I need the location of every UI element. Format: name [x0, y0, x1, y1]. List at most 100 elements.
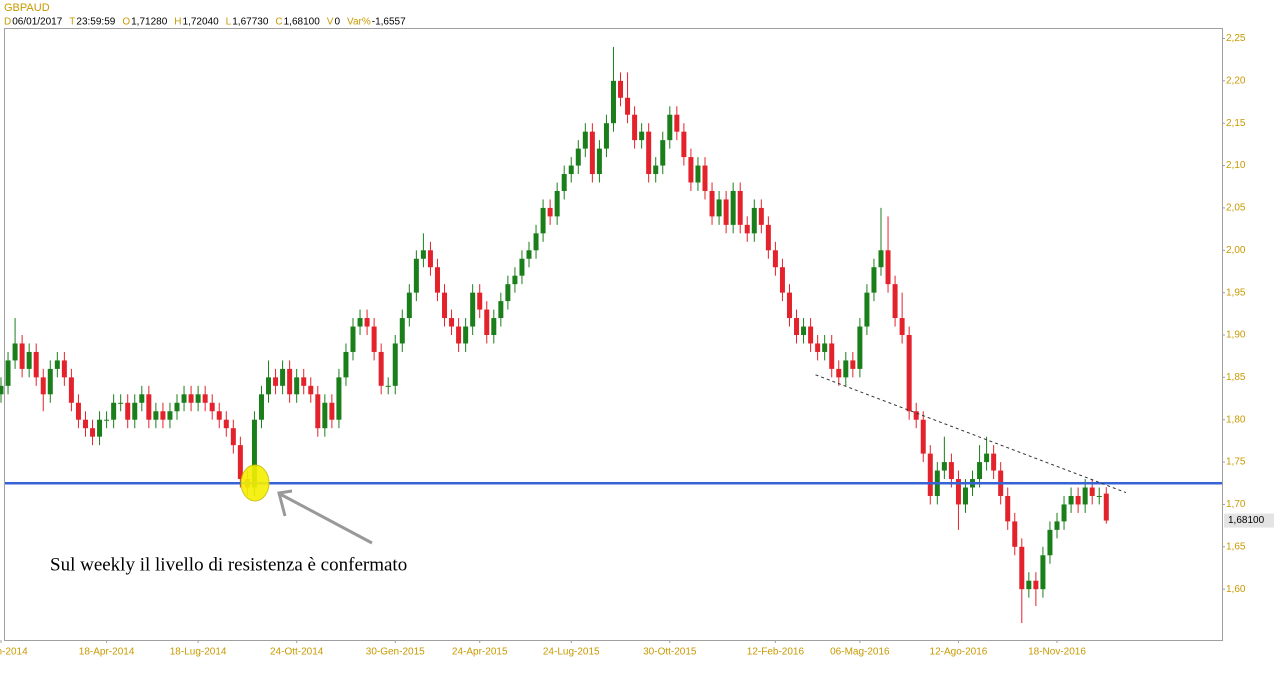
candle-body — [639, 131, 645, 141]
candle-body — [434, 267, 440, 293]
candle-body — [442, 292, 448, 319]
candle-body — [779, 267, 785, 293]
candle-body — [90, 428, 96, 437]
candle-body — [470, 292, 476, 327]
candle-body — [1075, 495, 1081, 505]
info-value: 0 — [334, 17, 340, 28]
y-tick-label: 1,60 — [1226, 584, 1246, 595]
x-tick-label: 06-Mag-2016 — [830, 647, 890, 658]
candle-body — [19, 343, 25, 369]
candle-body — [962, 487, 968, 505]
info-value: 1,68100 — [284, 17, 321, 28]
candle-body — [660, 140, 666, 166]
candle-body — [1047, 529, 1053, 556]
candle-body — [765, 224, 771, 251]
candle-body — [378, 351, 384, 386]
candle-body — [357, 318, 363, 327]
candle-body — [836, 368, 842, 378]
candle-body — [68, 377, 74, 403]
candle-body — [955, 479, 961, 505]
candle-body — [371, 326, 377, 352]
candle-body — [920, 419, 926, 454]
candle-body — [702, 165, 708, 191]
candle-body — [948, 462, 954, 480]
info-value: 1,67730 — [232, 17, 269, 28]
last-price-label: 1,68100 — [1228, 515, 1265, 526]
candle-body — [153, 411, 159, 420]
y-tick-label: 1,80 — [1226, 414, 1246, 425]
candle-body — [1068, 495, 1074, 505]
last-price-box — [1224, 513, 1274, 528]
candle-body — [751, 207, 757, 234]
annotation: Sul weekly il livello di resistenza è co… — [50, 554, 407, 575]
candle-body — [82, 419, 88, 429]
candle-body — [603, 123, 609, 149]
candle-body — [223, 419, 229, 429]
info-bar: D 06/01/2017 T 23:59:59 O 1,71280 H 1,72040 L 1,6… — [4, 17, 406, 28]
x-tick-label: 4-Gen-2014 — [0, 647, 28, 658]
candle-body — [146, 394, 152, 420]
candle-body — [350, 326, 356, 352]
candle-body — [512, 275, 518, 285]
candle-body — [815, 343, 821, 352]
candle-body — [1005, 495, 1011, 522]
candle-body — [287, 368, 293, 395]
x-tick-label: 12-Ago-2016 — [930, 647, 988, 658]
candle-body — [413, 258, 419, 293]
candle-body — [864, 292, 870, 327]
candle-body — [871, 267, 877, 293]
y-tick-label: 1,85 — [1226, 372, 1246, 383]
highlight-circle — [240, 464, 270, 502]
candle-body — [118, 402, 124, 404]
candle-body — [709, 190, 715, 217]
candle-body — [427, 250, 433, 268]
candle-body — [646, 131, 652, 175]
candle-body — [294, 377, 300, 395]
candle-body — [216, 411, 222, 420]
candle-body — [794, 318, 800, 335]
x-tick-label: 24-Apr-2015 — [452, 647, 508, 658]
candle-body — [730, 190, 736, 225]
candle-body — [209, 402, 215, 412]
candle-body — [406, 292, 412, 319]
candle-body — [301, 377, 307, 386]
candle-body — [420, 250, 426, 259]
candle-body — [850, 360, 856, 369]
candle-body — [786, 292, 792, 319]
x-tick-label: 18-Apr-2014 — [79, 647, 135, 658]
info-key: D — [4, 17, 11, 28]
candle-body — [610, 80, 616, 124]
candle-body — [449, 318, 455, 327]
candle-body — [1033, 580, 1039, 590]
candle-body — [33, 351, 39, 378]
y-tick-label: 2,10 — [1226, 160, 1246, 171]
candle-body — [132, 402, 138, 420]
candle-body — [188, 394, 194, 403]
candle-body — [40, 377, 46, 395]
candle-body — [1019, 546, 1025, 590]
y-tick-label: 2,05 — [1226, 203, 1246, 214]
candle-body — [237, 445, 243, 480]
arrow-head — [277, 489, 293, 517]
candle-body — [878, 250, 884, 268]
candle-body — [772, 250, 778, 268]
candle-body — [273, 377, 279, 386]
candle-body — [111, 402, 117, 420]
candle-body — [181, 394, 187, 403]
candle-body — [744, 224, 750, 234]
x-tick-label: 30-Ott-2015 — [643, 647, 697, 658]
y-tick-label: 1,65 — [1226, 541, 1246, 552]
candle-body — [195, 394, 201, 403]
candle-body — [688, 157, 694, 183]
candle-body — [456, 326, 462, 344]
candle-body — [906, 335, 912, 412]
candle-body — [230, 428, 236, 446]
info-key: C — [275, 17, 282, 28]
candle-body — [547, 207, 553, 217]
candle-body — [47, 368, 53, 395]
plot: 1,60 1,65 1,70 1,75 1,80 1,85 1,90 1,95 2,00 2,05… — [0, 33, 1274, 658]
candle-body — [5, 360, 11, 386]
arrow-shaft — [279, 492, 373, 545]
candle-body — [498, 301, 504, 319]
